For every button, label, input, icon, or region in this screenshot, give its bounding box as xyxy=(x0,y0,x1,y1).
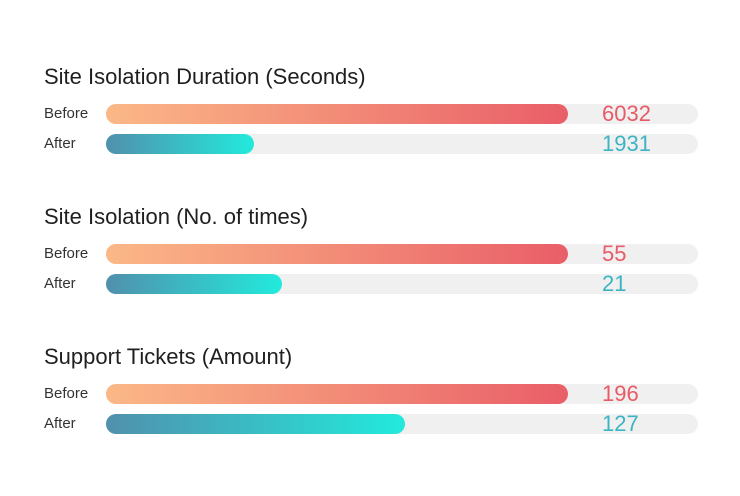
bar-after xyxy=(106,134,254,154)
bar-after xyxy=(106,414,405,434)
bar-before xyxy=(106,104,568,124)
bar-row-before: Before 196 xyxy=(44,381,704,406)
bar-track xyxy=(106,414,698,434)
value-label: 55 xyxy=(602,241,627,266)
bar-track xyxy=(106,274,698,294)
bar-row-after: After 1931 xyxy=(44,131,704,156)
category-label: After xyxy=(44,275,76,292)
chart-title: Support Tickets (Amount) xyxy=(44,344,293,369)
category-label: After xyxy=(44,415,76,432)
bar-track xyxy=(106,134,698,154)
value-label: 21 xyxy=(602,271,627,296)
bar-track xyxy=(106,244,698,264)
chart-title: Site Isolation Duration (Seconds) xyxy=(44,64,366,89)
bar-row-before: Before 6032 xyxy=(44,101,704,126)
value-label: 6032 xyxy=(602,101,651,126)
bar-before xyxy=(106,384,568,404)
bar-track xyxy=(106,104,698,124)
category-label: Before xyxy=(44,385,89,402)
value-label: 127 xyxy=(602,411,639,436)
bar-row-before: Before 55 xyxy=(44,241,704,266)
bar-before xyxy=(106,244,568,264)
value-label: 1931 xyxy=(602,131,651,156)
value-label: 196 xyxy=(602,381,639,406)
bar-after xyxy=(106,274,282,294)
chart-title: Site Isolation (No. of times) xyxy=(44,204,309,229)
bar-row-after: After 127 xyxy=(44,411,704,436)
category-label: After xyxy=(44,135,76,152)
bar-track xyxy=(106,384,698,404)
bar-row-after: After 21 xyxy=(44,271,704,296)
category-label: Before xyxy=(44,245,89,262)
category-label: Before xyxy=(44,105,89,122)
